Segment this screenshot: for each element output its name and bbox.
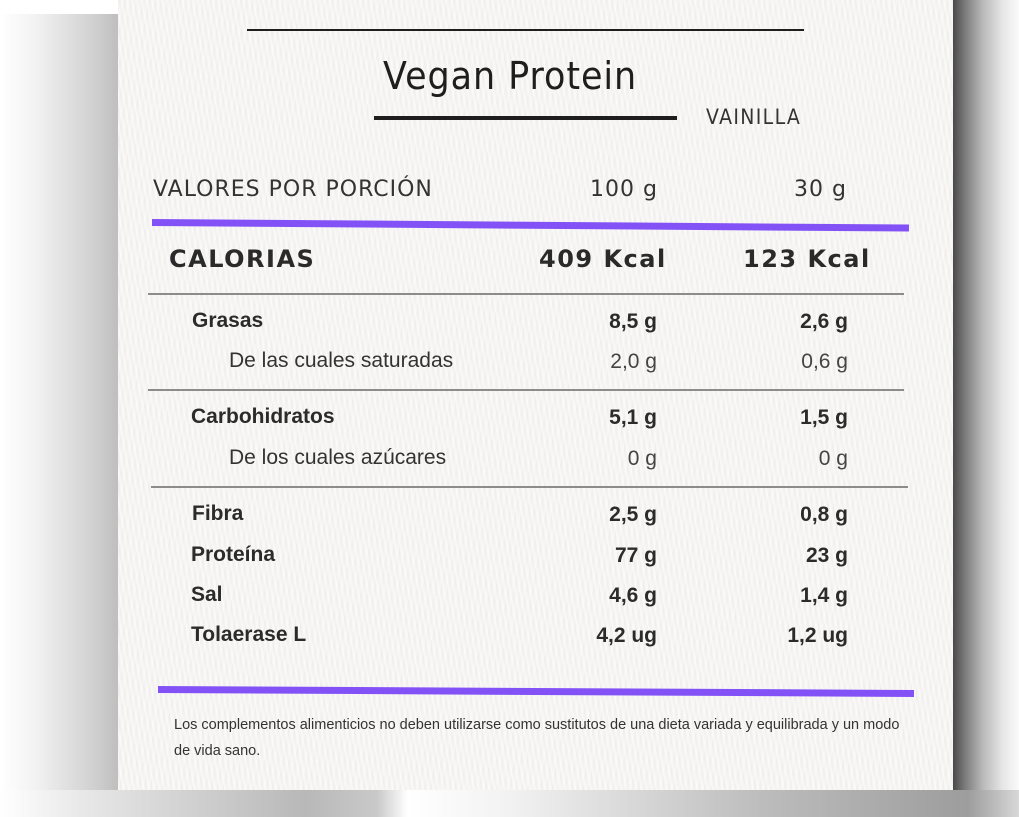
nutrient-label-saturadas: De las cuales saturadas (229, 349, 454, 372)
nutrient-sal-col1: 4,6 g (609, 584, 657, 607)
nutrient-tolaerase-col2: 1,2 ug (787, 624, 848, 647)
top-rule (247, 29, 804, 31)
calories-label: CALORIAS (169, 245, 316, 273)
product-flavor: VAINILLA (706, 105, 802, 129)
nutrient-sal-col2: 1,4 g (800, 584, 848, 607)
nutrient-label-grasas: Grasas (192, 309, 264, 332)
divider-1 (148, 293, 904, 295)
nutrient-saturadas-col1: 2,0 g (610, 350, 657, 373)
nutrient-label-azucares: De los cuales azúcares (229, 446, 447, 469)
nutrient-label-proteina: Proteína (191, 543, 276, 566)
serving-header-label: VALORES POR PORCIÓN (153, 177, 433, 202)
nutrient-label-tolaerase: Tolaerase L (191, 623, 307, 646)
nutrient-label-fibra: Fibra (192, 502, 244, 525)
divider-3 (151, 486, 908, 488)
calories-col1: 409 Kcal (539, 245, 667, 273)
card-shadow-bottom (0, 790, 1019, 817)
product-title: Vegan Protein (383, 54, 638, 98)
nutrient-grasas-col1: 8,5 g (609, 310, 657, 333)
serving-header-col2: 30 g (794, 177, 847, 202)
nutrition-card (118, 0, 953, 790)
nutrient-proteina-col2: 23 g (805, 544, 848, 567)
divider-2 (148, 389, 904, 391)
nutrient-carbohidratos-col1: 5,1 g (609, 406, 657, 429)
nutrient-azucares-col1: 0 g (627, 447, 657, 470)
nutrient-azucares-col2: 0 g (818, 447, 848, 470)
calories-col2: 123 Kcal (743, 245, 871, 273)
nutrient-label-sal: Sal (191, 583, 223, 606)
nutrient-tolaerase-col1: 4,2 ug (596, 624, 657, 647)
serving-header-col1: 100 g (590, 177, 658, 202)
nutrient-label-carbohidratos: Carbohidratos (191, 405, 335, 428)
nutrient-grasas-col2: 2,6 g (800, 310, 848, 333)
card-shadow-left (0, 14, 120, 790)
nutrient-fibra-col1: 2,5 g (609, 503, 657, 526)
nutrient-saturadas-col2: 0,6 g (801, 350, 848, 373)
nutrient-fibra-col2: 0,8 g (800, 503, 848, 526)
title-underline (374, 116, 677, 120)
card-shadow-right (953, 0, 1019, 790)
disclaimer-note: Los complementos alimenticios no deben u… (174, 717, 900, 759)
nutrient-proteina-col1: 77 g (614, 544, 657, 567)
nutrient-carbohidratos-col2: 1,5 g (800, 406, 848, 429)
